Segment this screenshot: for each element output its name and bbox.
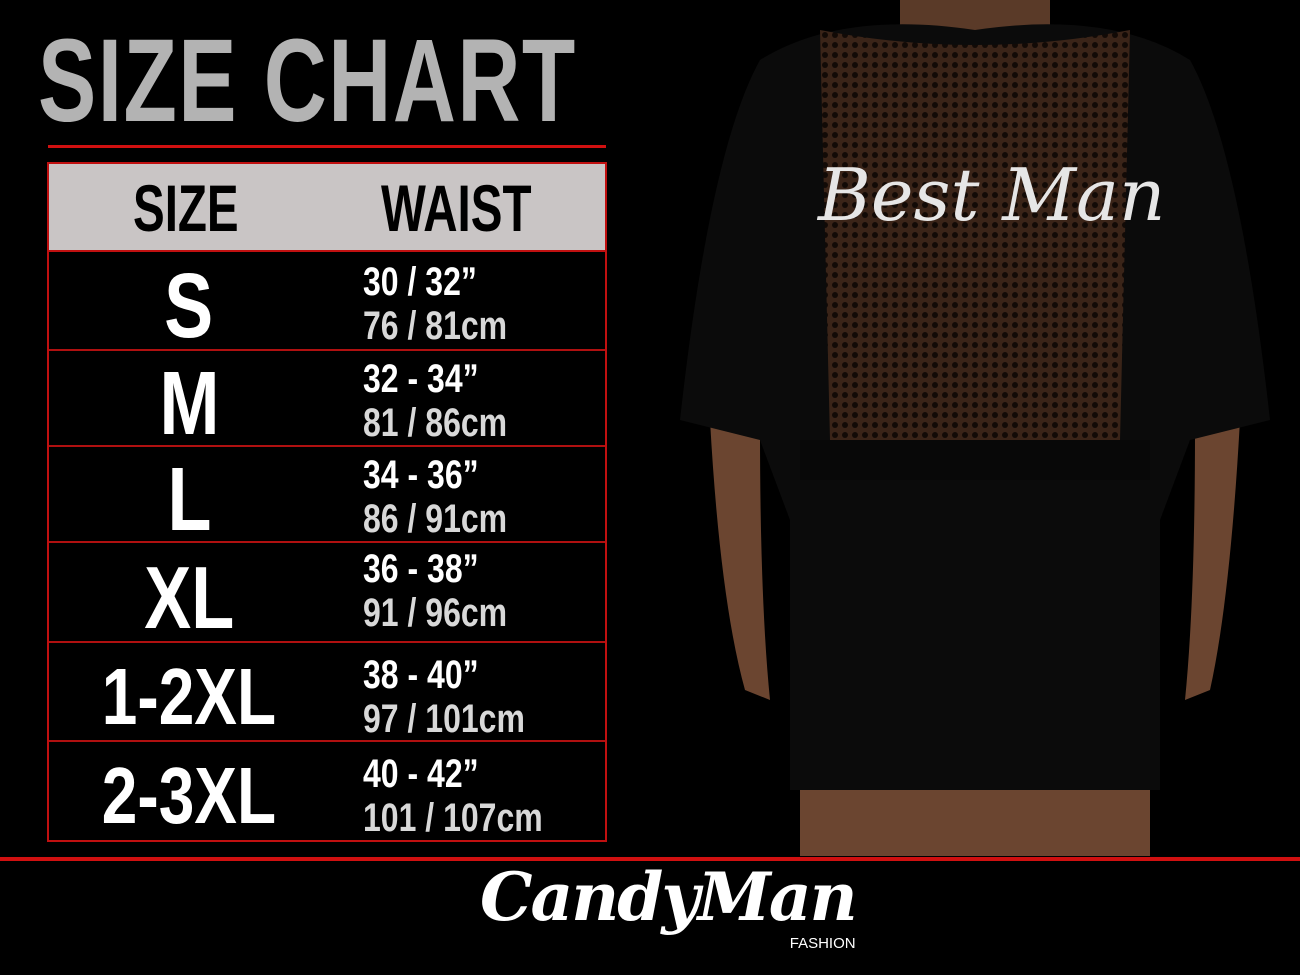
waist-cm: 81 / 86cm: [363, 401, 508, 445]
waist-inches: 34 - 36”: [363, 453, 479, 497]
header-size: SIZE: [133, 171, 239, 245]
table-row: L 34 - 36” 86 / 91cm: [49, 447, 605, 550]
product-photo: Best Man: [650, 0, 1300, 856]
table-header: SIZE WAIST: [49, 164, 605, 252]
header-waist: WAIST: [381, 171, 532, 245]
table-row: XL 36 - 38” 91 / 96cm: [49, 543, 605, 647]
size-label: S: [164, 255, 214, 357]
size-label: 2-3XL: [101, 751, 277, 840]
page-title: SIZE CHART: [38, 15, 577, 147]
brand-logo-sub: FASHION: [789, 935, 856, 952]
waist-inches: 36 - 38”: [363, 547, 479, 591]
size-label: M: [158, 354, 219, 454]
waist-cm: 97 / 101cm: [363, 697, 525, 741]
table-row: S 30 / 32” 76 / 81cm: [49, 252, 605, 357]
waist-cm: 101 / 107cm: [363, 796, 543, 840]
waist-cm: 86 / 91cm: [363, 497, 508, 541]
size-label: L: [166, 450, 211, 550]
table-row: M 32 - 34” 81 / 86cm: [49, 351, 605, 454]
waist-cm: 91 / 96cm: [363, 591, 508, 635]
waist-cm: 76 / 81cm: [363, 304, 508, 348]
waist-inches: 40 - 42”: [363, 752, 479, 796]
waist-inches: 38 - 40”: [363, 653, 479, 697]
brand-logo: CandyMan: [480, 858, 858, 936]
size-label: XL: [144, 548, 234, 647]
title-divider: [48, 145, 606, 148]
robe-print: Best Man: [816, 153, 1165, 237]
waist-inches: 32 - 34”: [363, 357, 479, 401]
size-table: SIZE WAIST S 30 / 32” 76 / 81cm M 32 - 34…: [47, 162, 607, 842]
table-row: 2-3XL 40 - 42” 101 / 107cm: [49, 742, 605, 840]
waist-inches: 30 / 32”: [363, 260, 477, 304]
size-label: 1-2XL: [101, 652, 277, 741]
brand-block: CandyMan FASHION: [480, 858, 858, 952]
table-row: 1-2XL 38 - 40” 97 / 101cm: [49, 643, 605, 742]
footer-divider: [0, 857, 1300, 861]
